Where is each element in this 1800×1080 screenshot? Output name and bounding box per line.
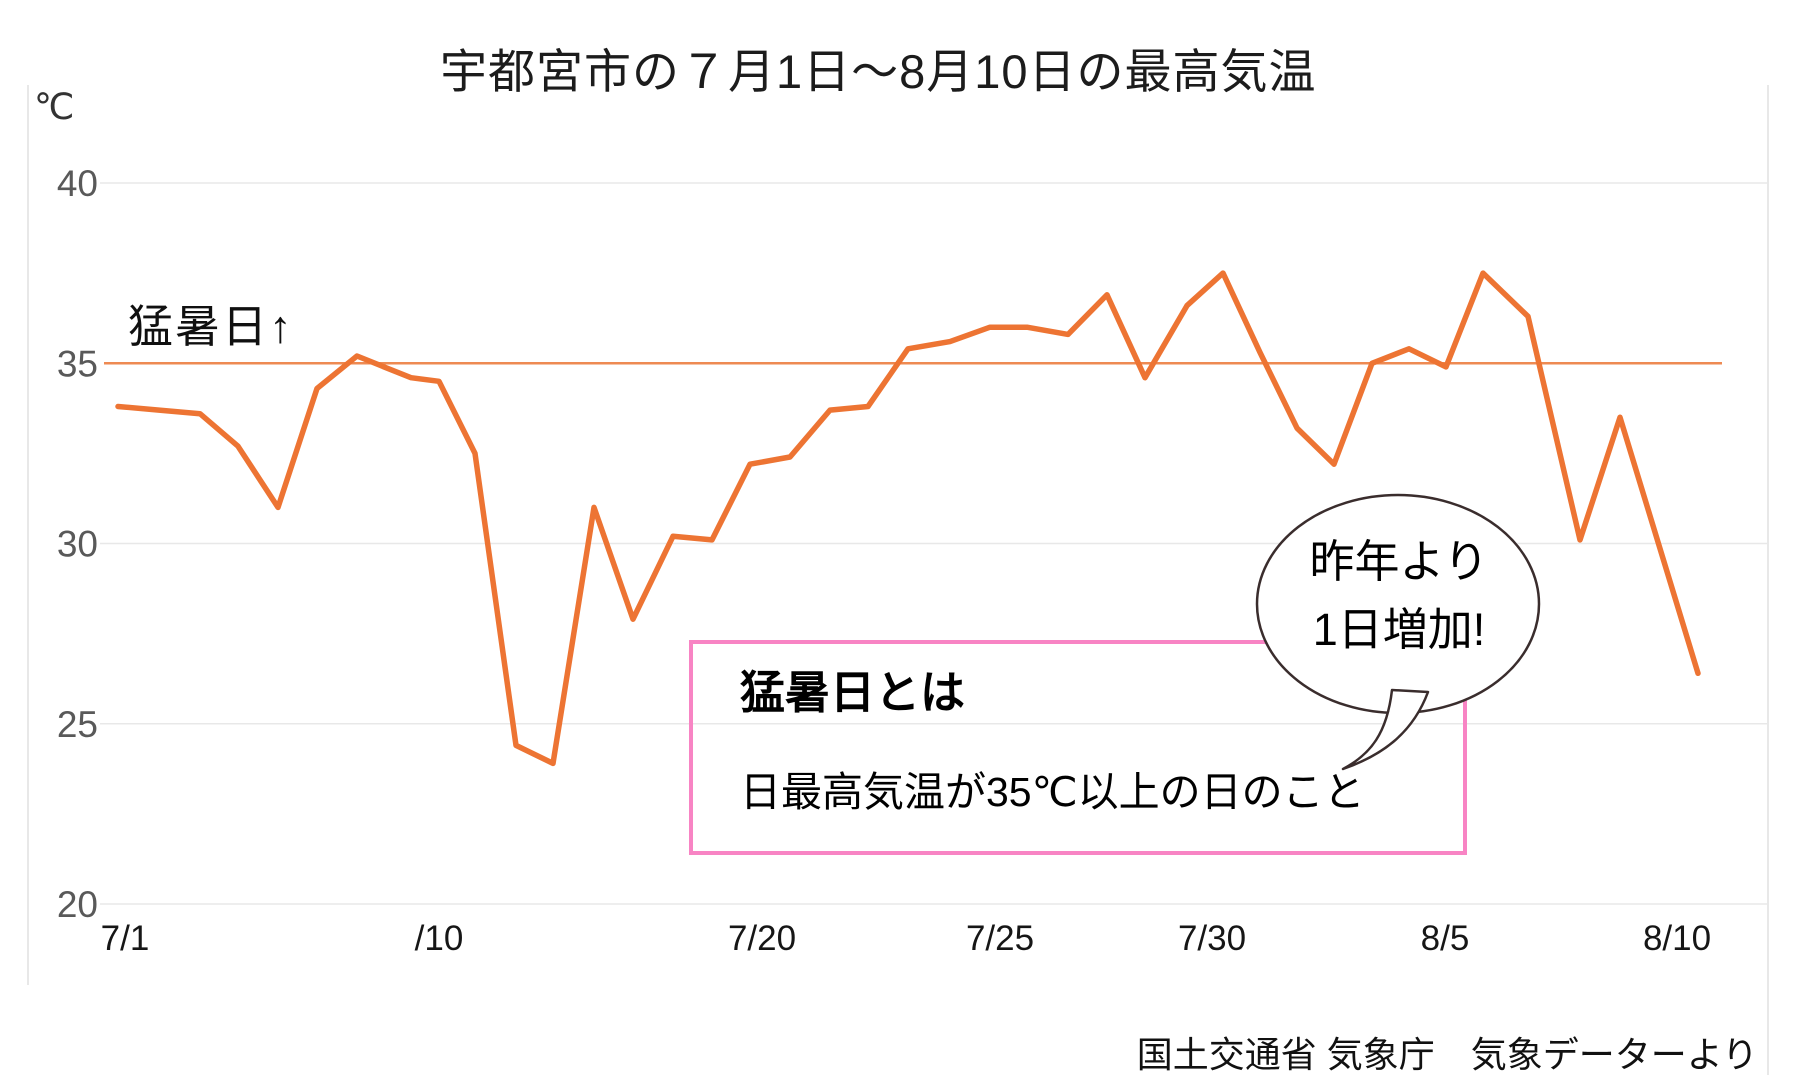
info-box-heading: 猛暑日とは <box>740 667 966 718</box>
chart-line-layer <box>104 270 1722 767</box>
info-box-body: 日最高気温が35℃以上の日のこと <box>740 769 1365 815</box>
ytick-label-20: 20 <box>57 884 98 925</box>
speech-bubble-text: 昨年より 1日増加! <box>1258 528 1540 664</box>
xtick-label-7/30: 7/30 <box>1178 919 1246 958</box>
axis-labels: 40 35 30 25 207/1/10 7/20 7/25 7/30 8/5 8/10 <box>57 163 1711 958</box>
speech-bubble-line1: 昨年より <box>1309 536 1489 587</box>
mosho-threshold-label: 猛暑日↑ <box>128 301 294 352</box>
xtick-label-/10: /10 <box>415 919 464 958</box>
speech-bubble-line2: 1日増加! <box>1312 604 1486 655</box>
xtick-label-7/25: 7/25 <box>966 919 1034 958</box>
xtick-label-8/5: 8/5 <box>1421 919 1470 958</box>
ytick-label-35: 35 <box>57 343 98 384</box>
ytick-label-30: 30 <box>57 524 98 565</box>
xtick-label-8/10: 8/10 <box>1643 919 1711 958</box>
info-box-border <box>689 640 1467 855</box>
speech-bubble-tail <box>1341 688 1430 771</box>
xtick-label-7/1: 7/1 <box>101 919 150 958</box>
data-source-note: 国土交通省 気象庁 気象データーより <box>1136 1034 1758 1075</box>
speech-bubble <box>1255 493 1541 771</box>
ytick-label-40: 40 <box>57 163 98 204</box>
ytick-label-25: 25 <box>57 704 98 745</box>
xtick-label-7/20: 7/20 <box>728 919 796 958</box>
max-temperature-series <box>115 270 1701 767</box>
chart-title: 宇都宮市の７月1日〜8月10日の最高気温 <box>440 45 1317 98</box>
y-axis-unit-label: ℃ <box>34 86 75 127</box>
